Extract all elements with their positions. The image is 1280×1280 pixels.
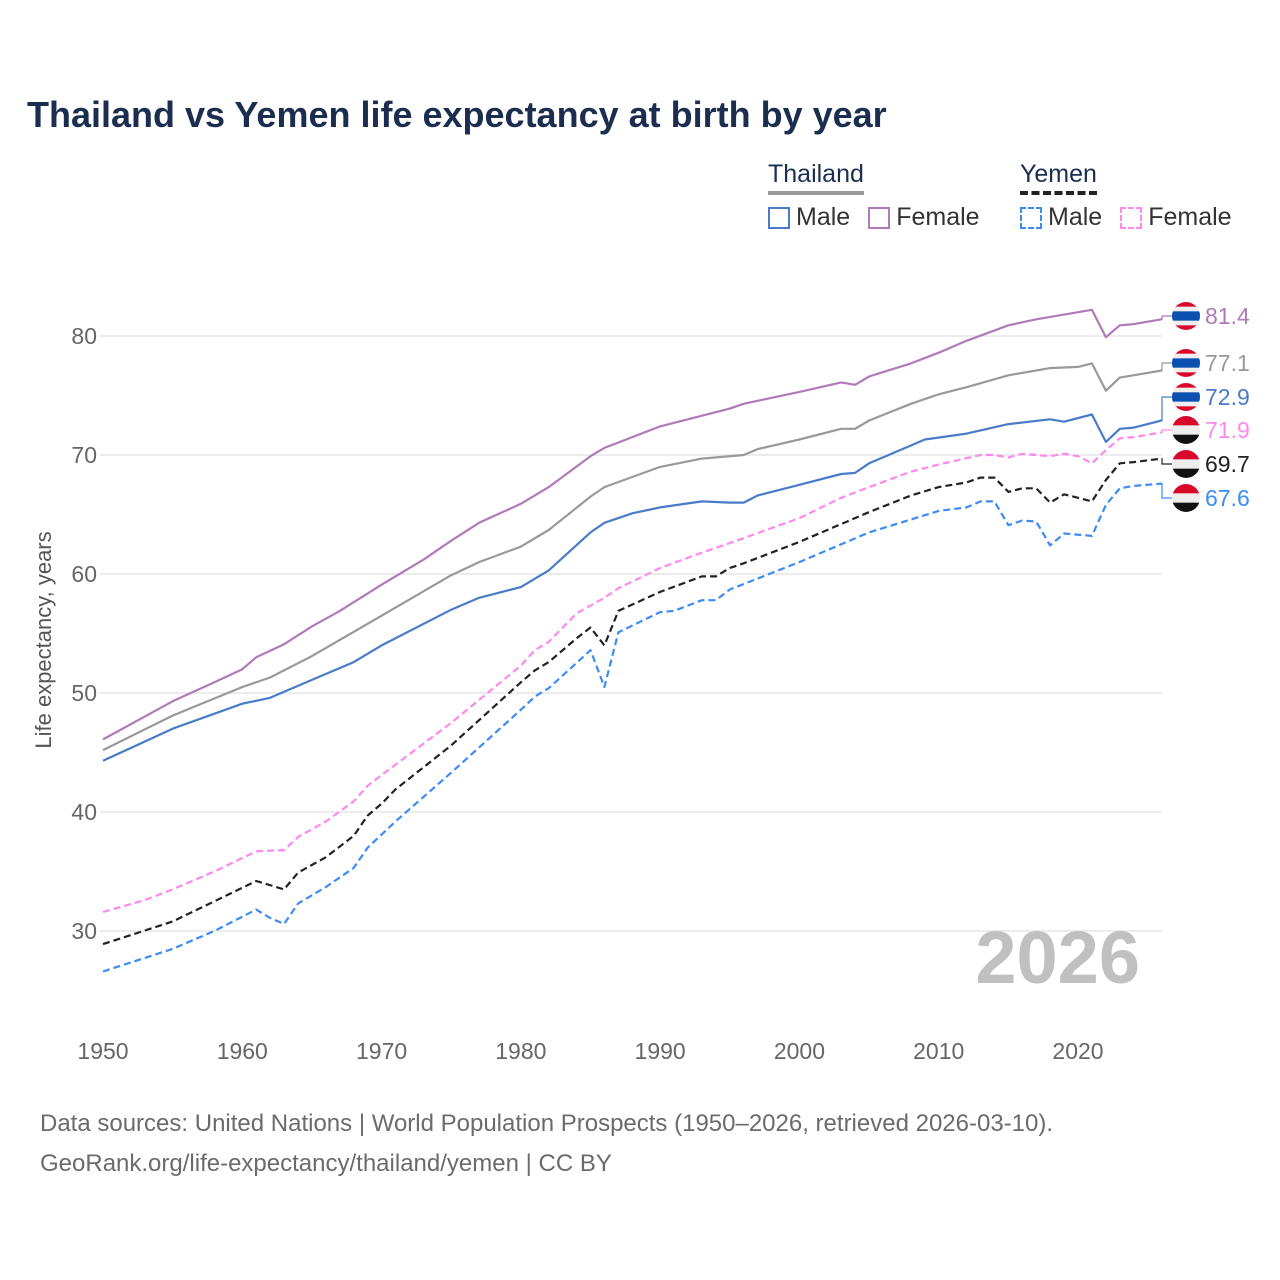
label-connector: [1161, 396, 1172, 422]
y-tick-label: 60: [71, 561, 97, 587]
chart-title: Thailand vs Yemen life expectancy at bir…: [27, 94, 887, 135]
source-note: Data sources: United Nations | World Pop…: [40, 1110, 1054, 1137]
x-tick-label: 1950: [77, 1038, 128, 1064]
y-tick-label: 40: [71, 799, 97, 825]
x-tick-label: 1960: [217, 1038, 268, 1064]
attribution-link[interactable]: GeoRank.org/life-expectancy/thailand/yem…: [40, 1150, 612, 1177]
series-line-yemen-male: [102, 482, 1162, 973]
label-connector: [1161, 315, 1172, 320]
label-connector: [1161, 457, 1172, 465]
x-tick-label: 1980: [495, 1038, 546, 1064]
legend-yemen: Yemen Male Female: [1020, 160, 1232, 232]
y-tick-label: 70: [71, 442, 97, 468]
yemen-flag-icon: [1172, 450, 1200, 478]
legend-label: Male: [1048, 203, 1103, 231]
end-value-label: 81.4: [1205, 303, 1250, 329]
series-line-thailand: [102, 362, 1162, 752]
series-line-yemen-female: [102, 431, 1162, 914]
end-value-label: 67.6: [1205, 485, 1250, 511]
label-connector: [1161, 482, 1172, 499]
legend-label: Female: [896, 203, 980, 231]
thailand-flag-icon: [1172, 349, 1200, 377]
legend-label: Female: [1148, 203, 1232, 231]
footer: Data sources: United Nations | World Pop…: [40, 1104, 1053, 1184]
x-tick-label: 2000: [774, 1038, 825, 1064]
series-line-thailand-male: [102, 413, 1162, 762]
legend-yemen-female[interactable]: Female: [1120, 203, 1232, 232]
legend-thailand-male[interactable]: Male: [768, 203, 850, 232]
yemen-flag-icon: [1172, 416, 1200, 444]
swatch-icon: [1020, 206, 1042, 229]
swatch-icon: [1120, 206, 1143, 229]
year-watermark: 2026: [975, 916, 1140, 999]
x-tick-label: 1970: [356, 1038, 407, 1064]
end-value-label: 72.9: [1205, 384, 1250, 410]
series-line-thailand-female: [102, 308, 1162, 741]
end-value-label: 71.9: [1205, 417, 1250, 443]
legend-thailand-heading: Thailand: [768, 160, 864, 195]
thailand-flag-icon: [1172, 383, 1200, 411]
y-axis-title: Life expectancy, years: [31, 531, 56, 748]
series-line-yemen: [102, 457, 1162, 946]
legend-yemen-heading: Yemen: [1020, 160, 1097, 195]
y-tick-label: 50: [71, 680, 97, 706]
legend-thailand-female[interactable]: Female: [868, 203, 980, 232]
x-tick-label: 2020: [1052, 1038, 1103, 1064]
label-connector: [1161, 429, 1172, 433]
thailand-flag-icon: [1172, 302, 1200, 330]
y-tick-label: 80: [71, 323, 97, 349]
y-tick-label: 30: [71, 918, 97, 944]
end-value-label: 69.7: [1205, 451, 1250, 477]
label-connector: [1161, 362, 1172, 372]
x-tick-label: 1990: [635, 1038, 686, 1064]
yemen-flag-icon: [1172, 484, 1200, 512]
swatch-icon: [768, 206, 790, 229]
legend-thailand: Thailand Male Female: [768, 160, 980, 232]
legend-label: Male: [796, 203, 851, 231]
legend-yemen-male[interactable]: Male: [1020, 203, 1102, 232]
end-value-label: 77.1: [1205, 350, 1250, 376]
x-tick-label: 2010: [913, 1038, 964, 1064]
swatch-icon: [868, 206, 891, 229]
